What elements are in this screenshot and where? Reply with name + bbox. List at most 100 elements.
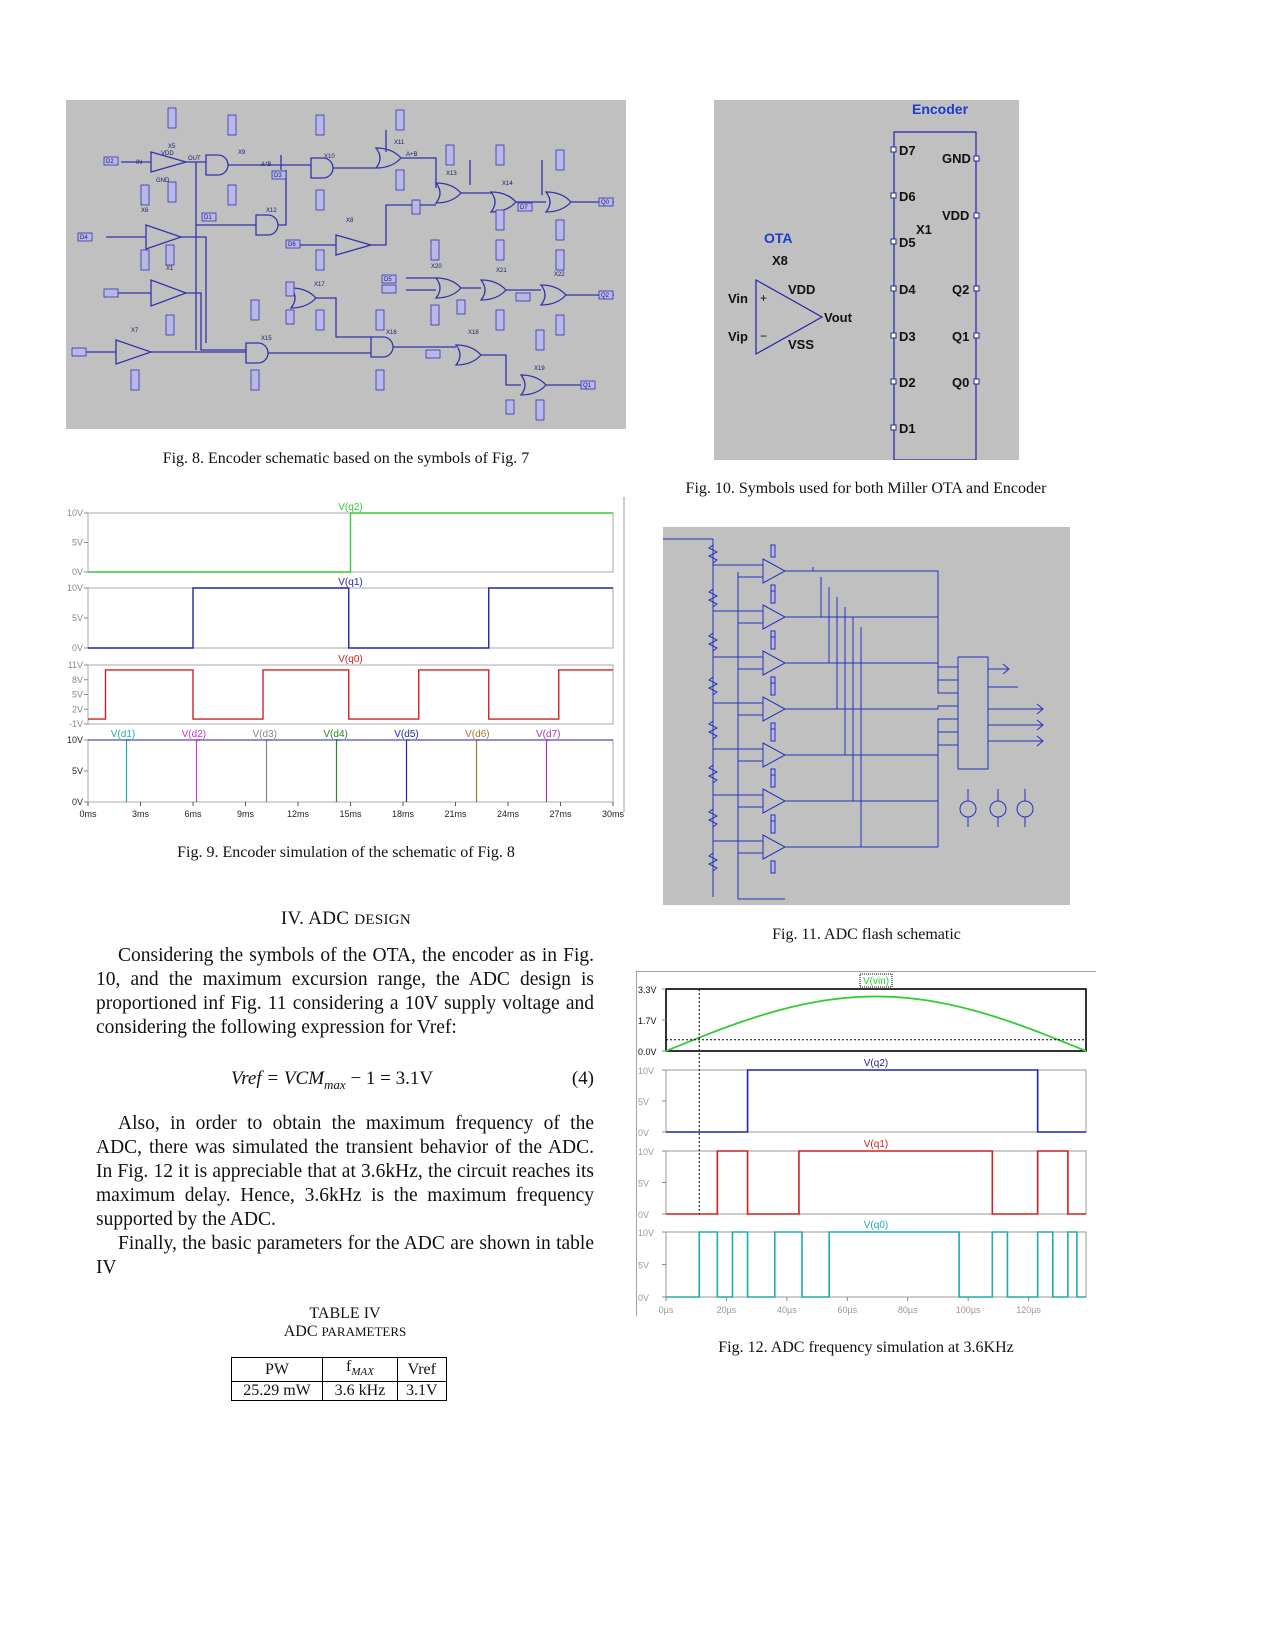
fig12-ytick-label: 0.0V	[638, 1047, 657, 1057]
fig11-caption: Fig. 11. ADC flash schematic	[772, 926, 961, 943]
fig11-schematic-svg	[663, 538, 1044, 900]
fig8-pin-d6: D6	[288, 242, 296, 248]
fig8-label-x6: X6	[141, 208, 149, 214]
ota-pin-vdd: VDD	[788, 282, 815, 297]
fig12-label-box	[859, 973, 893, 988]
fig11-resistor	[707, 544, 719, 564]
fig11-wires	[663, 538, 1044, 900]
fig9-xtick-label: 0ms	[79, 809, 97, 819]
fig11-out-wire	[785, 587, 830, 664]
fig9-trace	[88, 587, 613, 649]
fig9-ytick-label: 5V	[72, 613, 83, 623]
fig12-vin-trace	[665, 995, 1087, 1052]
section-heading: IV. ADC DESIGN	[96, 908, 596, 930]
fig12-chart: 3.3V 1.7V 0.0V V(vin) 10V 5V 0V V(q2) 10V 5V 0V V(q…	[636, 971, 1096, 1321]
fig9-d-label: V(d5)	[394, 729, 418, 740]
fig8-label-x10: X10	[324, 154, 335, 160]
fig12-series-label: V(q2)	[864, 1058, 888, 1069]
fig11-resistor	[707, 808, 719, 828]
encoder-pin-q1: Q1	[952, 329, 969, 344]
para2-text: Also, in order to obtain the maximum fre…	[96, 1113, 594, 1230]
fig12-ytick-label: 1.7V	[638, 1016, 657, 1026]
fig8-label-x18: X18	[468, 330, 479, 336]
params-table-wrap: PW fMAX Vref 25.29 mW 3.6 kHz 3.1V	[231, 1356, 447, 1402]
ota-plus: +	[760, 291, 767, 305]
fig10-symbols: Encoder X1 D7 D6 D5 D4 D3 D2 D1 GND VDD …	[714, 100, 1019, 460]
fig9-ytick-label: 5V	[72, 538, 83, 548]
equation-lhs: Vref = VCM	[231, 1068, 325, 1089]
fig9-d-label: V(d6)	[465, 729, 489, 740]
fig9-d-label: V(d3)	[253, 729, 277, 740]
fig11-bus-wire	[785, 705, 958, 710]
equation-sub: max	[324, 1076, 346, 1092]
ota-triangle	[755, 278, 824, 356]
encoder-pin-q2: Q2	[952, 282, 969, 297]
fig11-q-arrow	[1036, 703, 1044, 715]
fig9-d-label: V(d1)	[111, 729, 135, 740]
fig8-label-x1: X1	[166, 266, 174, 272]
params-value-row: 25.29 mW 3.6 kHz 3.1V	[231, 1381, 447, 1402]
fig8-label-x15: X15	[261, 336, 272, 342]
ota-pin-vin: Vin	[728, 291, 748, 306]
fig9-ytick-label: 5V	[72, 766, 83, 776]
fig11-resistor	[707, 632, 719, 652]
fig9-caption: Fig. 9. Encoder simulation of the schema…	[177, 844, 515, 861]
fig8-label-x16: X16	[386, 330, 397, 336]
fig8-schematic-svg: X5 VDD GND X9 X10 X11 X13 X14 X6 X12 X8 …	[71, 107, 614, 421]
fig9-ytick-label: 8V	[72, 675, 83, 685]
fig11-comparator	[762, 696, 787, 722]
fig8-label-aorb: A+B	[406, 152, 418, 158]
fig9-series-label: V(q2)	[338, 502, 362, 513]
fig9-ytick-label: 2V	[72, 704, 83, 714]
ota-ref: X8	[772, 253, 788, 268]
fig12-series-label: V(q0)	[864, 1220, 888, 1231]
fig12-ytick-label: 5V	[638, 1097, 649, 1107]
fig11-vdd-flag	[770, 774, 776, 788]
section-para1: Considering the symbols of the OTA, the …	[96, 944, 594, 1040]
fig9-xtick-label: 30ms	[602, 809, 625, 819]
encoder-pin-d4: D4	[899, 282, 916, 297]
encoder-pin-d7: D7	[899, 143, 916, 158]
fig12-xtick-label: 40µs	[777, 1305, 797, 1315]
ota-minus: −	[760, 329, 767, 343]
fig8-pin-d3: D3	[274, 173, 282, 179]
fig8-label-x13: X13	[446, 171, 457, 177]
fig11-source	[989, 800, 1007, 818]
fig11-resistor	[707, 852, 719, 872]
params-header-f: f	[346, 1358, 352, 1375]
equation-number: (4)	[571, 1068, 594, 1089]
fig8-label-x20: X20	[431, 264, 442, 270]
params-header-f-sub: MAX	[351, 1366, 374, 1379]
fig12-xtick-label: 20µs	[717, 1305, 737, 1315]
fig12-xtick-label: 120µs	[1016, 1305, 1041, 1315]
fig11-vdd-flag	[770, 728, 776, 742]
section-para2: Also, in order to obtain the maximum fre…	[96, 1112, 594, 1280]
fig12-trace	[666, 1069, 1086, 1133]
fig11-q-arrow	[1036, 735, 1044, 747]
fig11-comparator	[762, 834, 787, 860]
fig9-xtick-label: 21ms	[444, 809, 467, 819]
fig11-bus-wire	[785, 731, 958, 802]
fig9-xtick-label: 18ms	[392, 809, 415, 819]
para3-text: Finally, the basic parameters for the AD…	[96, 1233, 594, 1278]
fig11-encoder-box	[957, 656, 989, 770]
table-subtitle-first: ADC	[283, 1323, 322, 1340]
fig11-resistor	[707, 588, 719, 608]
fig8-label-in: IN	[136, 160, 142, 166]
fig11-resistor	[707, 720, 719, 740]
fig8-schematic: X5 VDD GND X9 X10 X11 X13 X14 X6 X12 X8 …	[66, 100, 626, 429]
fig12-ytick-label: 5V	[638, 1179, 649, 1189]
fig11-bus-wire	[785, 718, 958, 756]
params-header-vref: Vref	[397, 1356, 447, 1383]
fig12-xtick-label: 100µs	[956, 1305, 981, 1315]
fig11-comparator	[762, 788, 787, 814]
encoder-pin-d1: D1	[899, 421, 916, 436]
fig11-out-wire	[785, 627, 862, 848]
fig8-label-x8: X8	[346, 218, 354, 224]
fig12-panel-frame	[665, 1150, 1087, 1215]
fig8-pin-d1: D1	[204, 215, 212, 221]
fig11-q-arrow	[1036, 719, 1044, 731]
fig8-label-vdd: VDD	[161, 151, 174, 157]
fig11-bus-wire	[785, 662, 958, 694]
encoder-ref: X1	[916, 222, 932, 237]
